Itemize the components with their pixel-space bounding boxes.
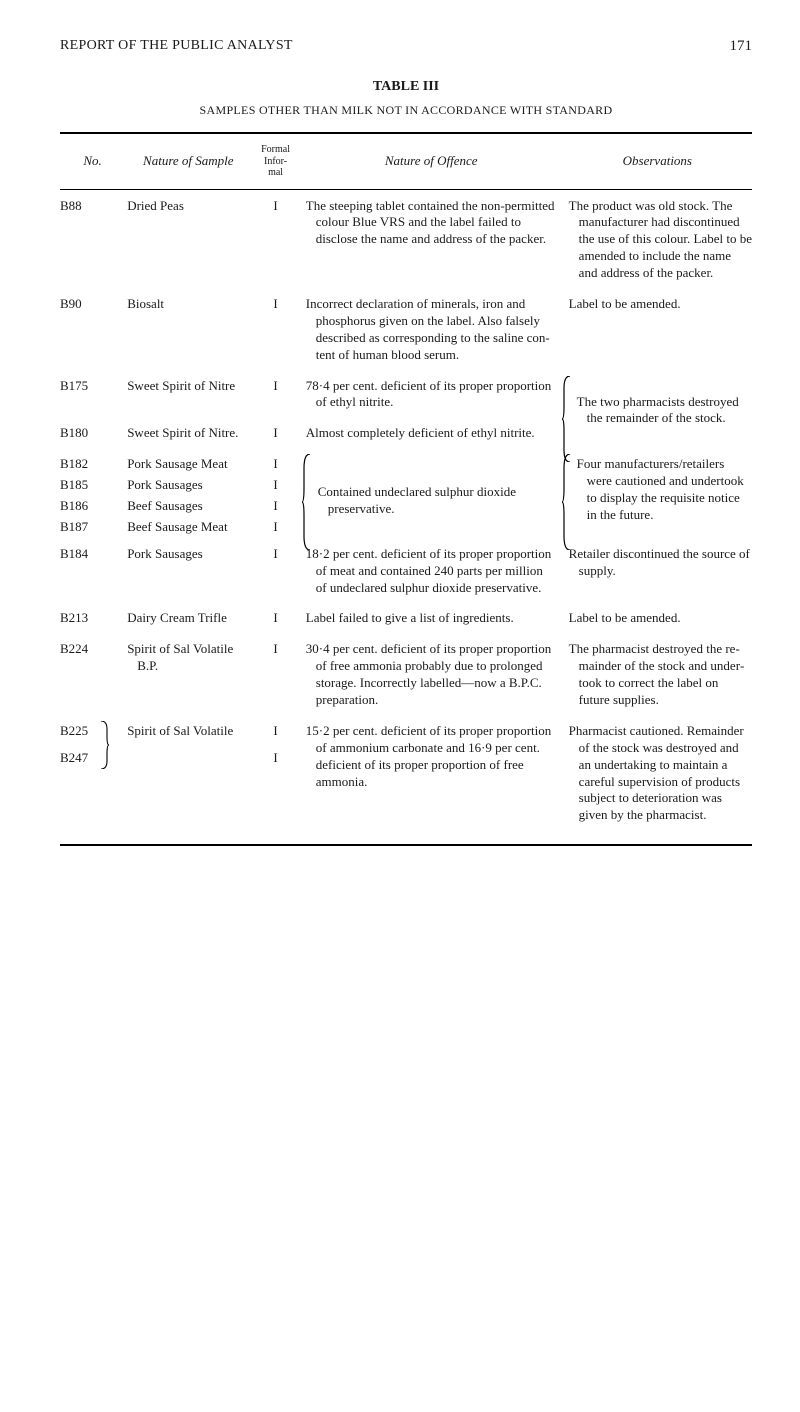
cell-obs-group: The two pharma­cists destroyed the remai…: [563, 370, 752, 449]
cell-obs: The product was old stock. The manu­fact…: [563, 189, 752, 288]
cell-sample: Spirit of Sal Volatile: [125, 715, 251, 845]
table-row: B224 Spirit of Sal Volatile B.P. I 30·4 …: [60, 633, 752, 715]
header-row: No. Nature of Sample FormalInfor-mal Nat…: [60, 133, 752, 189]
brace-icon: [302, 454, 312, 550]
cell-no: B185: [60, 475, 125, 496]
cell-formal: I: [251, 517, 299, 538]
cell-offence: 18·2 per cent. deficient of its proper p…: [300, 538, 563, 603]
table-subtitle: SAMPLES OTHER THAN MILK NOT IN ACCORDANC…: [60, 103, 752, 118]
table-row: B184 Pork Sausages I 18·2 per cent. defi…: [60, 538, 752, 603]
brace-icon: [562, 454, 572, 550]
col-offence-header: Nature of Offence: [300, 133, 563, 189]
cell-no: B224: [60, 633, 125, 715]
cell-offence: The steeping tablet contained the non-pe…: [300, 189, 563, 288]
samples-table: No. Nature of Sample FormalInfor-mal Nat…: [60, 132, 752, 846]
table-row: B225 B247 Spirit of Sal Volatile I I 15·…: [60, 715, 752, 845]
cell-formal: I: [251, 633, 299, 715]
cell-no-a: B225: [60, 723, 123, 740]
cell-offence: 30·4 per cent. deficient of its proper p…: [300, 633, 563, 715]
cell-offence: 78·4 per cent. deficient of its proper p…: [300, 370, 563, 418]
cell-obs: Label to be amended.: [563, 602, 752, 633]
cell-no: B213: [60, 602, 125, 633]
cell-sample: Spirit of Sal Volatile B.P.: [125, 633, 251, 715]
cell-offence: Almost completely deficient of ethyl nit…: [300, 417, 563, 448]
col-nature-header: Nature of Sample: [125, 133, 251, 189]
cell-offence: Incorrect declaration of min­erals, iron…: [300, 288, 563, 370]
cell-sample: Dried Peas: [125, 189, 251, 288]
cell-sample: Beef Sausage Meat: [125, 517, 251, 538]
cell-no: B180: [60, 417, 125, 448]
cell-sample: Pork Sausages: [125, 475, 251, 496]
cell-obs: Label to be amended.: [563, 288, 752, 370]
cell-no: B175: [60, 370, 125, 418]
col-formal-header: FormalInfor-mal: [251, 133, 299, 189]
page-number: 171: [730, 38, 753, 55]
brace-icon: [100, 721, 109, 769]
cell-no: B184: [60, 538, 125, 603]
cell-formal: I: [251, 370, 299, 418]
cell-obs: The pharmacist destroyed the re­mainder …: [563, 633, 752, 715]
cell-no: B88: [60, 189, 125, 288]
table-row: B90 Biosalt I Incorrect declaration of m…: [60, 288, 752, 370]
table-row: B182 Pork Sausage Meat I Contained undec…: [60, 448, 752, 475]
cell-no: B186: [60, 496, 125, 517]
cell-sample: Biosalt: [125, 288, 251, 370]
cell-offence: 15·2 per cent. deficient of its proper p…: [300, 715, 563, 845]
cell-formal: I: [251, 417, 299, 448]
table-row: B88 Dried Peas I The steeping tablet con…: [60, 189, 752, 288]
col-no-header: No.: [60, 133, 125, 189]
cell-sample: Pork Sausage Meat: [125, 448, 251, 475]
cell-formal: I: [251, 538, 299, 603]
cell-offence-group: Contained undeclared sul­phur dioxide pr…: [300, 448, 563, 538]
cell-no-b: B247: [60, 750, 123, 767]
cell-formal: I: [251, 448, 299, 475]
cell-formal: I: [251, 602, 299, 633]
table-row: B175 Sweet Spirit of Nitre I 78·4 per ce…: [60, 370, 752, 418]
cell-obs-group: Four manu­facturers/retailers were cauti…: [563, 448, 752, 538]
cell-sample: Pork Sausages: [125, 538, 251, 603]
cell-formal: I I: [251, 715, 299, 845]
cell-formal: I: [251, 475, 299, 496]
cell-formal: I: [251, 288, 299, 370]
cell-offence: Label failed to give a list of ingredien…: [300, 602, 563, 633]
cell-no: B187: [60, 517, 125, 538]
cell-no: B182: [60, 448, 125, 475]
page-header: REPORT OF THE PUBLIC ANALYST 171: [60, 38, 752, 55]
cell-no: B90: [60, 288, 125, 370]
cell-formal: I: [251, 189, 299, 288]
cell-sample: Beef Sausages: [125, 496, 251, 517]
cell-no-group: B225 B247: [60, 715, 125, 845]
cell-formal: I: [251, 496, 299, 517]
cell-sample: Sweet Spirit of Nitre.: [125, 417, 251, 448]
table-row: B213 Dairy Cream Trifle I Label failed t…: [60, 602, 752, 633]
header-title: REPORT OF THE PUBLIC ANALYST: [60, 38, 293, 55]
cell-sample: Sweet Spirit of Nitre: [125, 370, 251, 418]
col-obs-header: Observations: [563, 133, 752, 189]
table-title: TABLE III: [60, 79, 752, 95]
cell-obs: Pharmacist cautioned. Remainder of the s…: [563, 715, 752, 845]
cell-obs: Retailer discontinued the source of supp…: [563, 538, 752, 603]
cell-sample: Dairy Cream Trifle: [125, 602, 251, 633]
